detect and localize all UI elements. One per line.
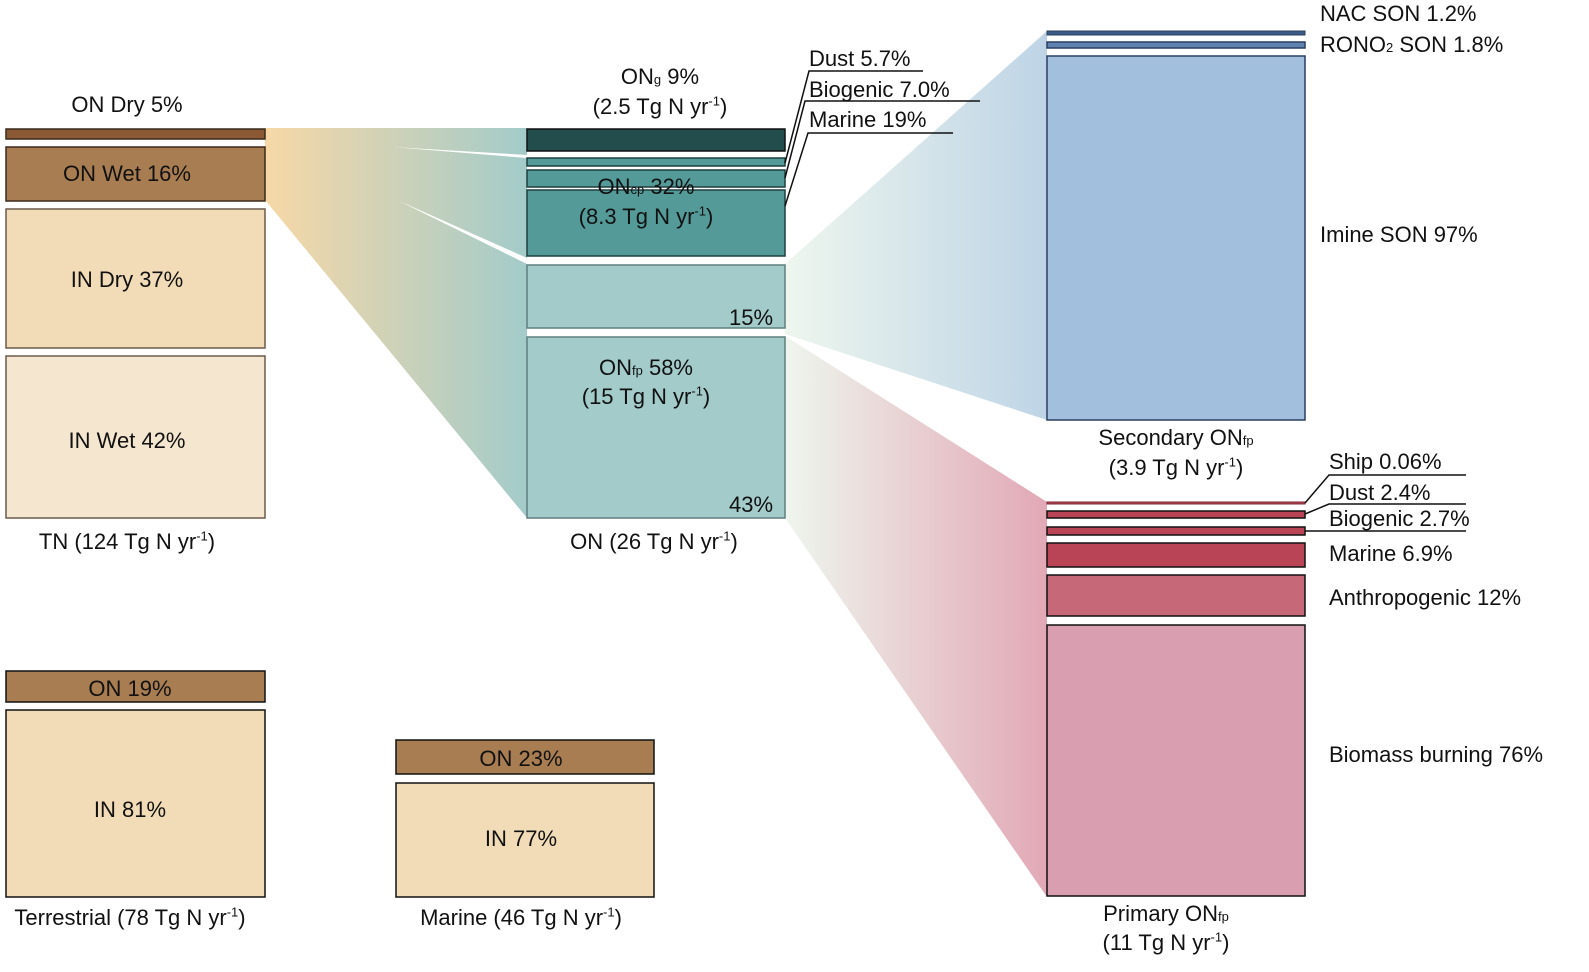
terrestrial-on-label: ON 19%: [88, 676, 172, 701]
oncp-dust-bar: [526, 157, 786, 167]
onfp-primary-pct-label: 43%: [729, 492, 774, 517]
terrestrial-total-label: Terrestrial (78 Tg N yr-1): [14, 904, 246, 930]
marine-leader-line: [784, 132, 953, 207]
oncp-marine-bar: [526, 189, 786, 257]
primary-title: Primary ONfp: [1103, 901, 1229, 926]
secondary-rono2-bar: [1046, 41, 1306, 49]
tn-on-wet-label: ON Wet 16%: [63, 161, 191, 186]
onfp-primary-bar: [526, 336, 786, 519]
marine-in-label: IN 77%: [484, 826, 558, 851]
primary-marine-label: Marine 6.9%: [1329, 541, 1453, 566]
ong-bar: [526, 128, 786, 152]
tn-in-dry-bar: [5, 208, 266, 349]
flow-gap-2: [397, 200, 527, 264]
primary-dust-leader-line: [1304, 503, 1466, 515]
secondary-imine-bar: [1046, 55, 1306, 421]
primary-biomass-bar: [1046, 624, 1306, 897]
tn-on-dry-bar: [5, 128, 266, 140]
primary-anthropogenic-label: Anthropogenic 12%: [1329, 585, 1522, 610]
oncp-dust-label: Dust 5.7%: [809, 46, 911, 71]
tn-to-on-flow: [265, 128, 527, 518]
primary-biogenic-label: Biogenic 2.7%: [1329, 506, 1470, 531]
ong-flux-label: (2.5 Tg N yr-1): [592, 93, 728, 119]
dust-leader-line: [784, 70, 923, 164]
terrestrial-in-bar: [5, 709, 266, 898]
primary-anthropogenic-bar: [1046, 574, 1306, 617]
oncp-marine-label: Marine 19%: [809, 107, 927, 132]
secondary-flux-label: (3.9 Tg N yr-1): [1108, 454, 1244, 480]
primary-biogenic-bar: [1046, 526, 1306, 536]
oncp-biogenic-label: Biogenic 7.0%: [809, 77, 950, 102]
primary-marine-bar: [1046, 542, 1306, 568]
marine-on-bar: [395, 739, 655, 775]
marine-in-bar: [395, 782, 655, 898]
flow-gap-1: [392, 147, 527, 158]
biogenic-leader-line: [784, 100, 980, 179]
marine-on-label: ON 23%: [479, 746, 563, 771]
secondary-nac-label: NAC SON 1.2%: [1320, 1, 1477, 26]
primary-dust-label: Dust 2.4%: [1329, 480, 1431, 505]
terrestrial-in-label: IN 81%: [93, 797, 167, 822]
onfp-secondary-bar: [526, 264, 786, 329]
primary-ship-label: Ship 0.06%: [1329, 449, 1442, 474]
on-total-label: ON (26 Tg N yr-1): [570, 528, 738, 554]
tn-in-wet-label: IN Wet 42%: [68, 428, 186, 453]
onfp-flux-label: (15 Tg N yr-1): [581, 383, 711, 409]
onfp-to-primary-flow: [785, 336, 1047, 897]
primary-dust-bar: [1046, 510, 1306, 519]
secondary-nac-bar: [1046, 30, 1306, 36]
secondary-rono2-label: RONO2 SON 1.8%: [1320, 32, 1504, 57]
onfp-to-secondary-flow: [785, 31, 1047, 420]
primary-ship-bar: [1046, 501, 1306, 505]
secondary-imine-label: Imine SON 97%: [1320, 222, 1478, 247]
ong-label: ONg 9%: [620, 64, 700, 89]
onfp-secondary-pct-label: 15%: [729, 305, 774, 330]
oncp-flux-label: (8.3 Tg N yr-1): [578, 203, 714, 229]
tn-on-wet-bar: [5, 146, 266, 202]
terrestrial-on-bar: [5, 670, 266, 703]
tn-total-label: TN (124 Tg N yr-1): [38, 528, 216, 554]
oncp-biogenic-bar: [526, 169, 786, 188]
ship-leader-line: [1304, 474, 1466, 504]
marine-total-label: Marine (46 Tg N yr-1): [420, 904, 622, 930]
tn-in-dry-label: IN Dry 37%: [70, 267, 184, 292]
onfp-label: ONfp 58%: [599, 355, 693, 380]
tn-in-wet-bar: [5, 355, 266, 519]
secondary-title: Secondary ONfp: [1098, 425, 1254, 450]
primary-flux-label: (11 Tg N yr-1): [1102, 929, 1230, 955]
tn-on-dry-label: ON Dry 5%: [71, 92, 183, 117]
oncp-label: ONcp 32%: [597, 174, 695, 199]
primary-biomass-label: Biomass burning 76%: [1329, 742, 1544, 767]
